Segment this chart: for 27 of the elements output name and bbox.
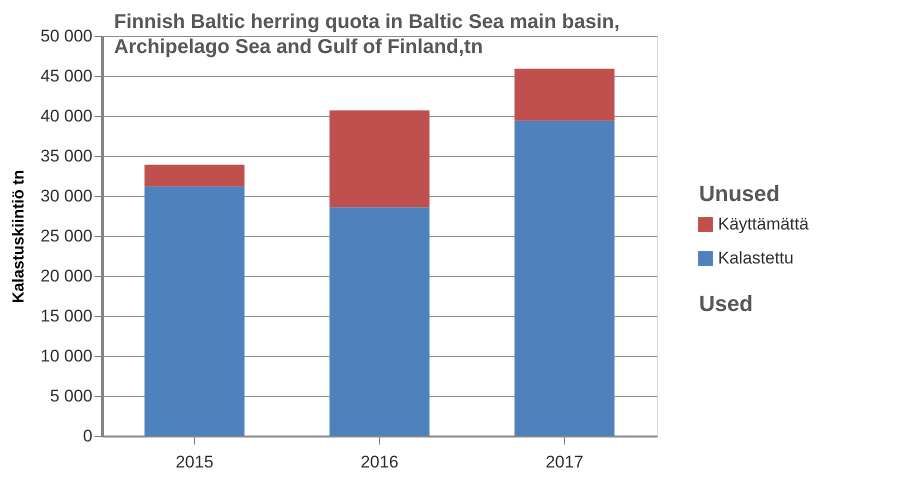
legend-label: Käyttämättä: [718, 214, 810, 234]
text: Unused: [699, 181, 780, 206]
x-tick-label: 2016: [360, 452, 398, 472]
bar: [144, 164, 244, 186]
text: Finnish Baltic herring quota in Baltic Sea main basin,: [114, 11, 620, 33]
y-tick-label: 50 000: [40, 26, 92, 46]
y-tick-label: 15 000: [40, 306, 92, 326]
text: Archipelago Sea and Gulf of Finland,tn: [114, 36, 483, 58]
y-tick-label: 20 000: [40, 266, 92, 286]
text: Used: [699, 291, 753, 316]
y-tick-label: 40 000: [40, 106, 92, 126]
y-tick-label: 45 000: [40, 66, 92, 86]
y-tick-label: 5 000: [50, 386, 92, 406]
bar: [514, 68, 614, 121]
y-tick-label: 35 000: [40, 146, 92, 166]
y-tick-label: 0: [83, 426, 92, 446]
x-tick-label: 2017: [546, 452, 584, 472]
x-tick-label: 2015: [176, 452, 214, 472]
bar: [330, 207, 430, 436]
bar: [144, 186, 244, 436]
legend-label: Kalastettu: [718, 248, 794, 268]
y-tick-label: 30 000: [40, 186, 92, 206]
bar: [330, 110, 430, 208]
y-tick-label: 10 000: [40, 346, 92, 366]
bar: [514, 120, 614, 436]
y-tick-label: 25 000: [40, 226, 92, 246]
y-axis-title: Kalastuskiintiö tn: [10, 170, 28, 304]
